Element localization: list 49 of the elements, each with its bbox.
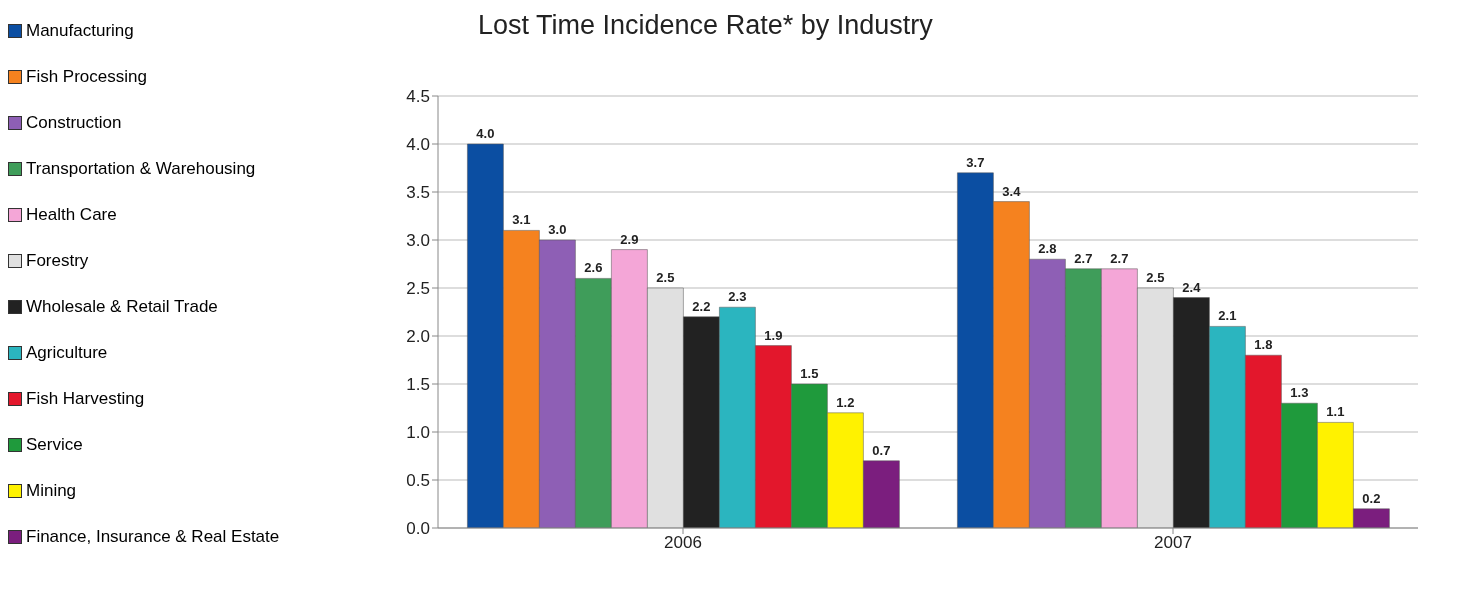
data-label: 2.6 [584,260,603,276]
legend-label: Agriculture [26,343,108,363]
data-label: 1.2 [836,394,855,410]
y-tick-label: 4.0 [406,135,430,155]
legend-label: Transportation & Warehousing [26,159,256,179]
legend-label: Fish Harvesting [26,389,145,409]
data-label: 1.5 [800,366,819,381]
data-label: 0.7 [872,442,891,458]
y-tick-label: 1.0 [406,423,430,443]
data-label: 2.5 [656,270,675,285]
y-tick-label: 0.0 [406,519,430,539]
legend-label: Construction [26,113,122,133]
data-label: 1.1 [1326,404,1345,420]
legend-label: Fish Processing [26,67,147,87]
legend-label: Forestry [26,251,89,271]
data-label: 2.7 [1110,250,1129,266]
y-tick-label: 3.0 [406,231,430,251]
data-label: 2.5 [1146,270,1165,285]
y-tick-label: 2.5 [406,279,430,299]
x-tick-label: 2007 [1154,533,1192,553]
legend-label: Wholesale & Retail Trade [26,297,218,317]
data-label: 2.9 [620,231,639,247]
data-label: 3.7 [966,154,985,170]
chart-title: Lost Time Incidence Rate* by Industry [478,10,934,41]
data-label: 3.1 [512,212,531,228]
y-tick-label: 2.0 [406,327,430,347]
y-tick-label: 1.5 [406,375,430,395]
data-label: 2.3 [728,289,747,305]
data-label: 1.9 [764,327,783,343]
data-label: 1.3 [1290,385,1309,401]
data-label: 2.1 [1218,308,1237,324]
y-tick-label: 4.5 [406,87,430,107]
y-tick-label: 3.5 [406,183,430,203]
legend-label: Health Care [26,205,117,225]
data-label: 2.7 [1074,250,1093,266]
data-label: 1.8 [1254,337,1273,353]
data-label: 3.4 [1002,183,1022,199]
data-label: 2.8 [1038,241,1057,257]
legend-label: Service [26,435,83,455]
data-label: 2.2 [692,298,711,314]
data-label: 2.4 [1182,279,1202,295]
x-tick-label: 2006 [664,533,702,553]
data-label: 4.0 [476,126,495,141]
y-tick-label: 0.5 [406,471,430,491]
legend-label: Manufacturing [26,21,134,41]
data-label: 3.0 [548,222,567,237]
legend-label: Finance, Insurance & Real Estate [26,527,280,547]
legend-label: Mining [26,481,77,501]
data-label: 0.2 [1362,490,1381,506]
